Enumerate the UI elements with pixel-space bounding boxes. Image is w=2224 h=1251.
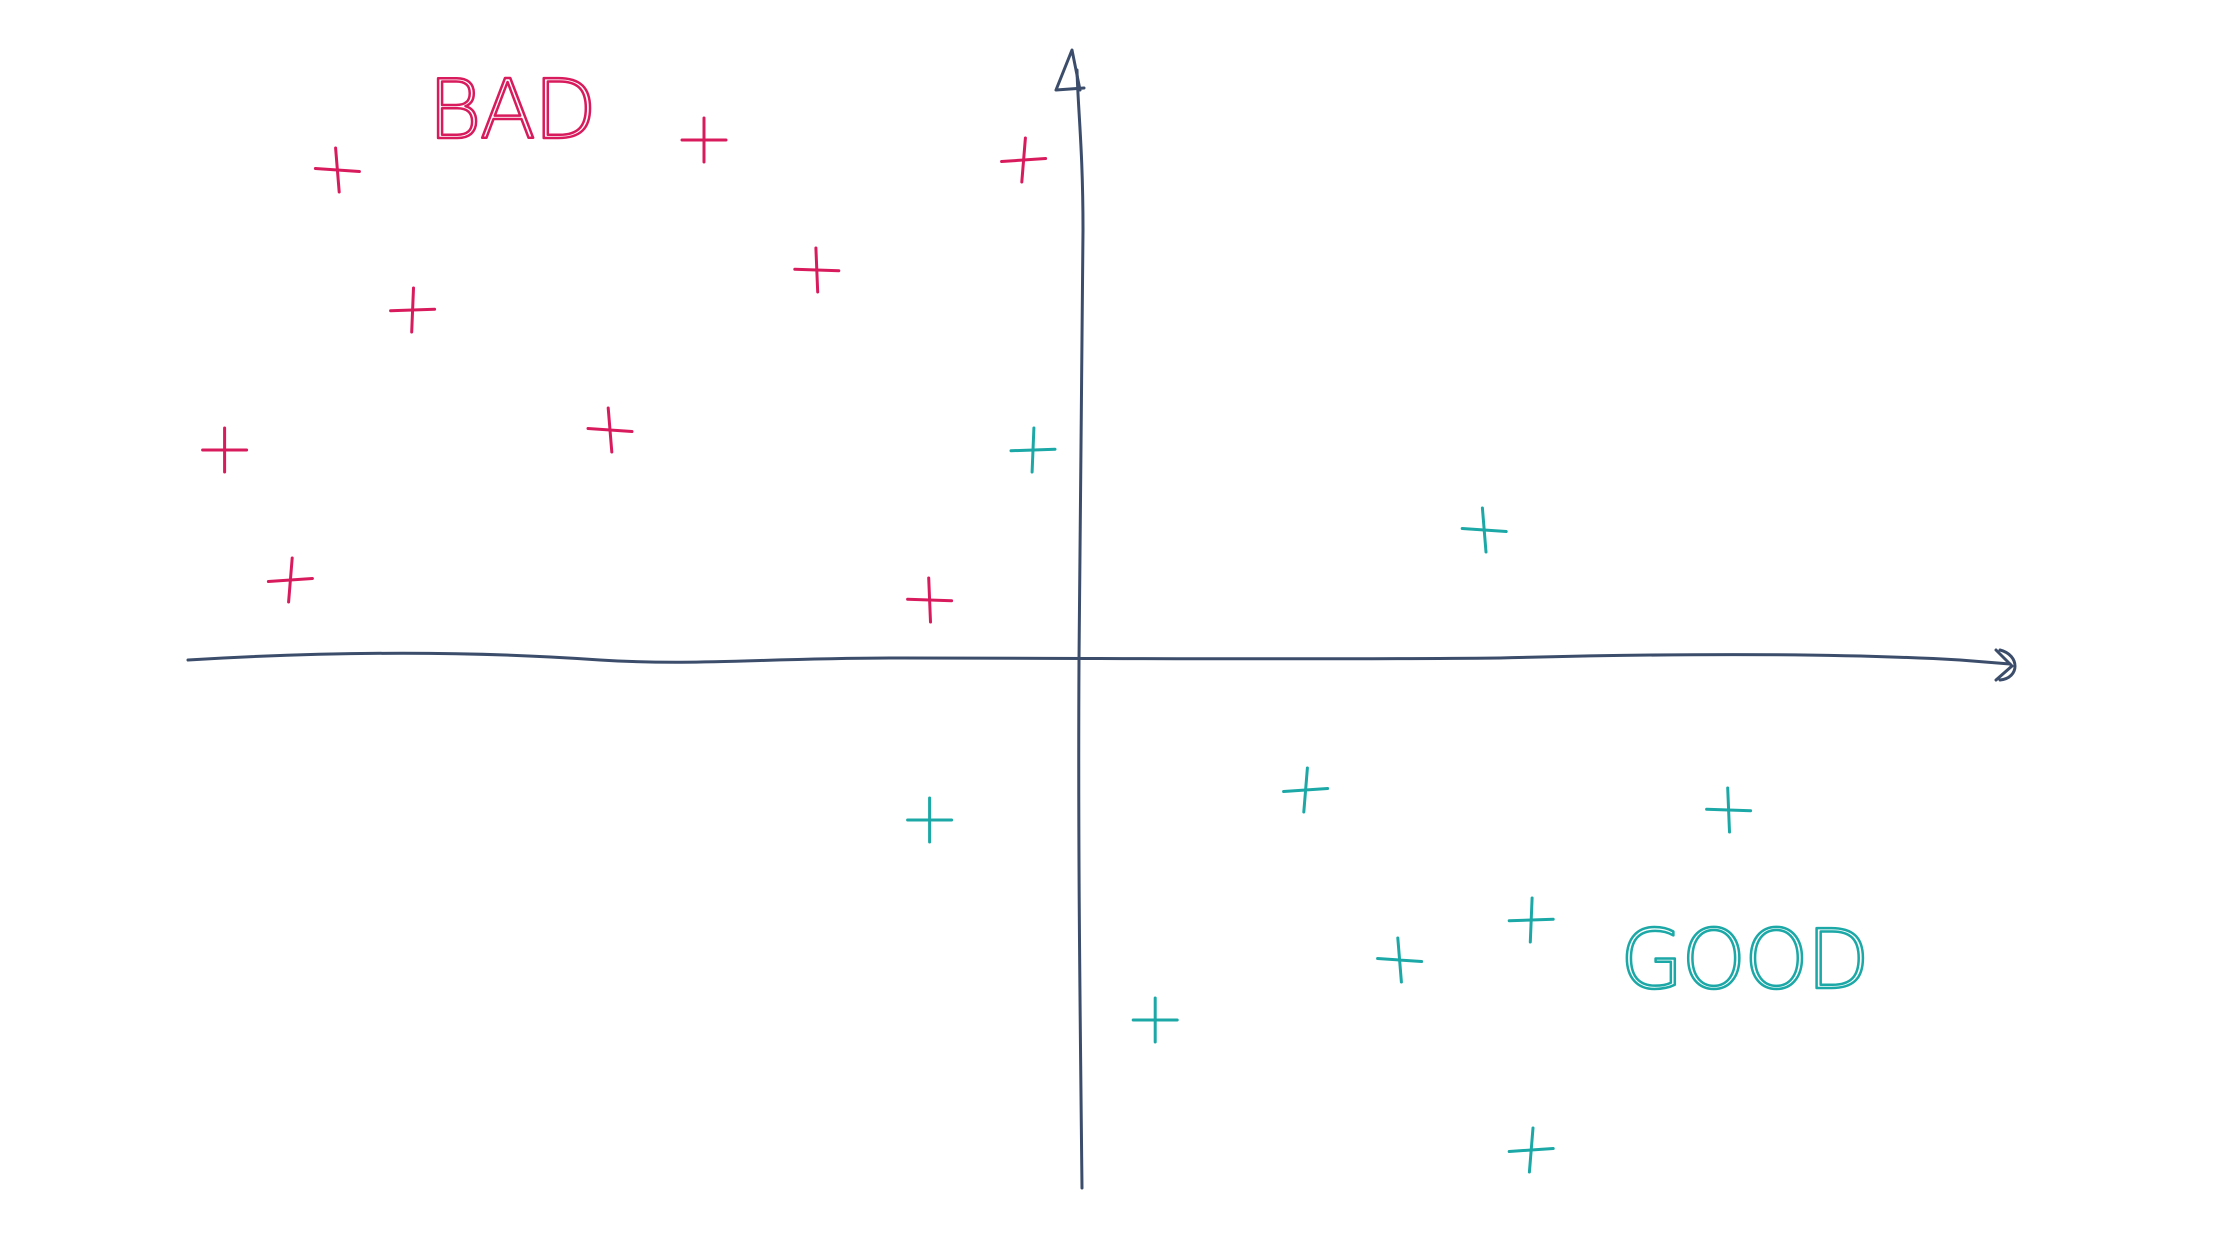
data-point <box>1507 1126 1555 1174</box>
data-point <box>1376 936 1424 984</box>
data-point-vstroke <box>1302 766 1309 814</box>
data-point-vstroke <box>287 556 294 604</box>
data-point <box>586 406 634 454</box>
data-point-vstroke <box>927 576 932 624</box>
y-axis <box>1075 68 1085 1190</box>
data-point <box>1131 996 1179 1044</box>
data-point <box>906 796 954 844</box>
data-point <box>1705 786 1753 834</box>
scatter-markers <box>201 116 1753 1174</box>
label-good: GOOD <box>1620 913 1868 1008</box>
data-point-vstroke <box>1020 136 1027 184</box>
data-point-vstroke <box>1527 1126 1535 1174</box>
y-axis-arrowhead <box>1054 48 1086 92</box>
data-point-vstroke <box>1480 506 1488 554</box>
data-point <box>680 116 728 164</box>
data-point <box>1000 136 1048 184</box>
x-axis <box>186 651 2012 666</box>
data-point-vstroke <box>334 146 341 194</box>
data-point <box>201 426 249 474</box>
data-point <box>1507 896 1555 944</box>
data-point <box>389 286 437 334</box>
data-point-vstroke <box>1030 426 1036 474</box>
data-point-vstroke <box>606 406 614 454</box>
data-point <box>793 246 841 294</box>
data-point-vstroke <box>1528 896 1534 944</box>
label-bad: BAD <box>428 63 595 158</box>
data-point <box>266 556 314 604</box>
data-point <box>1009 426 1057 474</box>
axes <box>186 48 2017 1190</box>
data-point <box>1460 506 1508 554</box>
data-point <box>313 146 361 194</box>
data-point-vstroke <box>410 286 415 334</box>
data-point-vstroke <box>1726 786 1731 834</box>
x-axis-arrowhead <box>1994 648 2017 682</box>
data-point <box>1282 766 1330 814</box>
data-point-vstroke <box>814 246 820 294</box>
data-point <box>906 576 954 624</box>
data-point-vstroke <box>1396 936 1403 984</box>
